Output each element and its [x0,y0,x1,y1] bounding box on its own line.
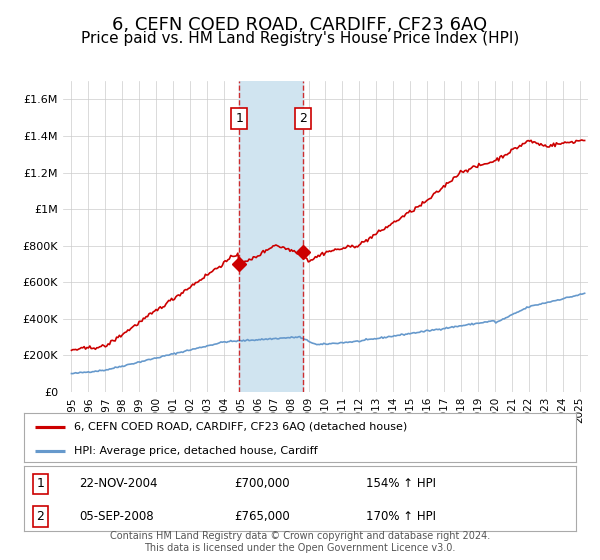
Text: 1: 1 [37,477,44,491]
Text: 6, CEFN COED ROAD, CARDIFF, CF23 6AQ: 6, CEFN COED ROAD, CARDIFF, CF23 6AQ [112,16,488,34]
Text: Contains HM Land Registry data © Crown copyright and database right 2024.
This d: Contains HM Land Registry data © Crown c… [110,531,490,553]
Text: HPI: Average price, detached house, Cardiff: HPI: Average price, detached house, Card… [74,446,317,456]
Text: Price paid vs. HM Land Registry's House Price Index (HPI): Price paid vs. HM Land Registry's House … [81,31,519,46]
Text: 6, CEFN COED ROAD, CARDIFF, CF23 6AQ (detached house): 6, CEFN COED ROAD, CARDIFF, CF23 6AQ (de… [74,422,407,432]
Text: £700,000: £700,000 [234,477,289,491]
Text: 2: 2 [37,510,44,523]
Text: 154% ↑ HPI: 154% ↑ HPI [366,477,436,491]
Text: 22-NOV-2004: 22-NOV-2004 [79,477,158,491]
Bar [239,81,303,392]
Text: 170% ↑ HPI: 170% ↑ HPI [366,510,436,523]
Text: 05-SEP-2008: 05-SEP-2008 [79,510,154,523]
Text: £765,000: £765,000 [234,510,290,523]
Text: 2: 2 [299,112,307,125]
Text: 1: 1 [235,112,243,125]
